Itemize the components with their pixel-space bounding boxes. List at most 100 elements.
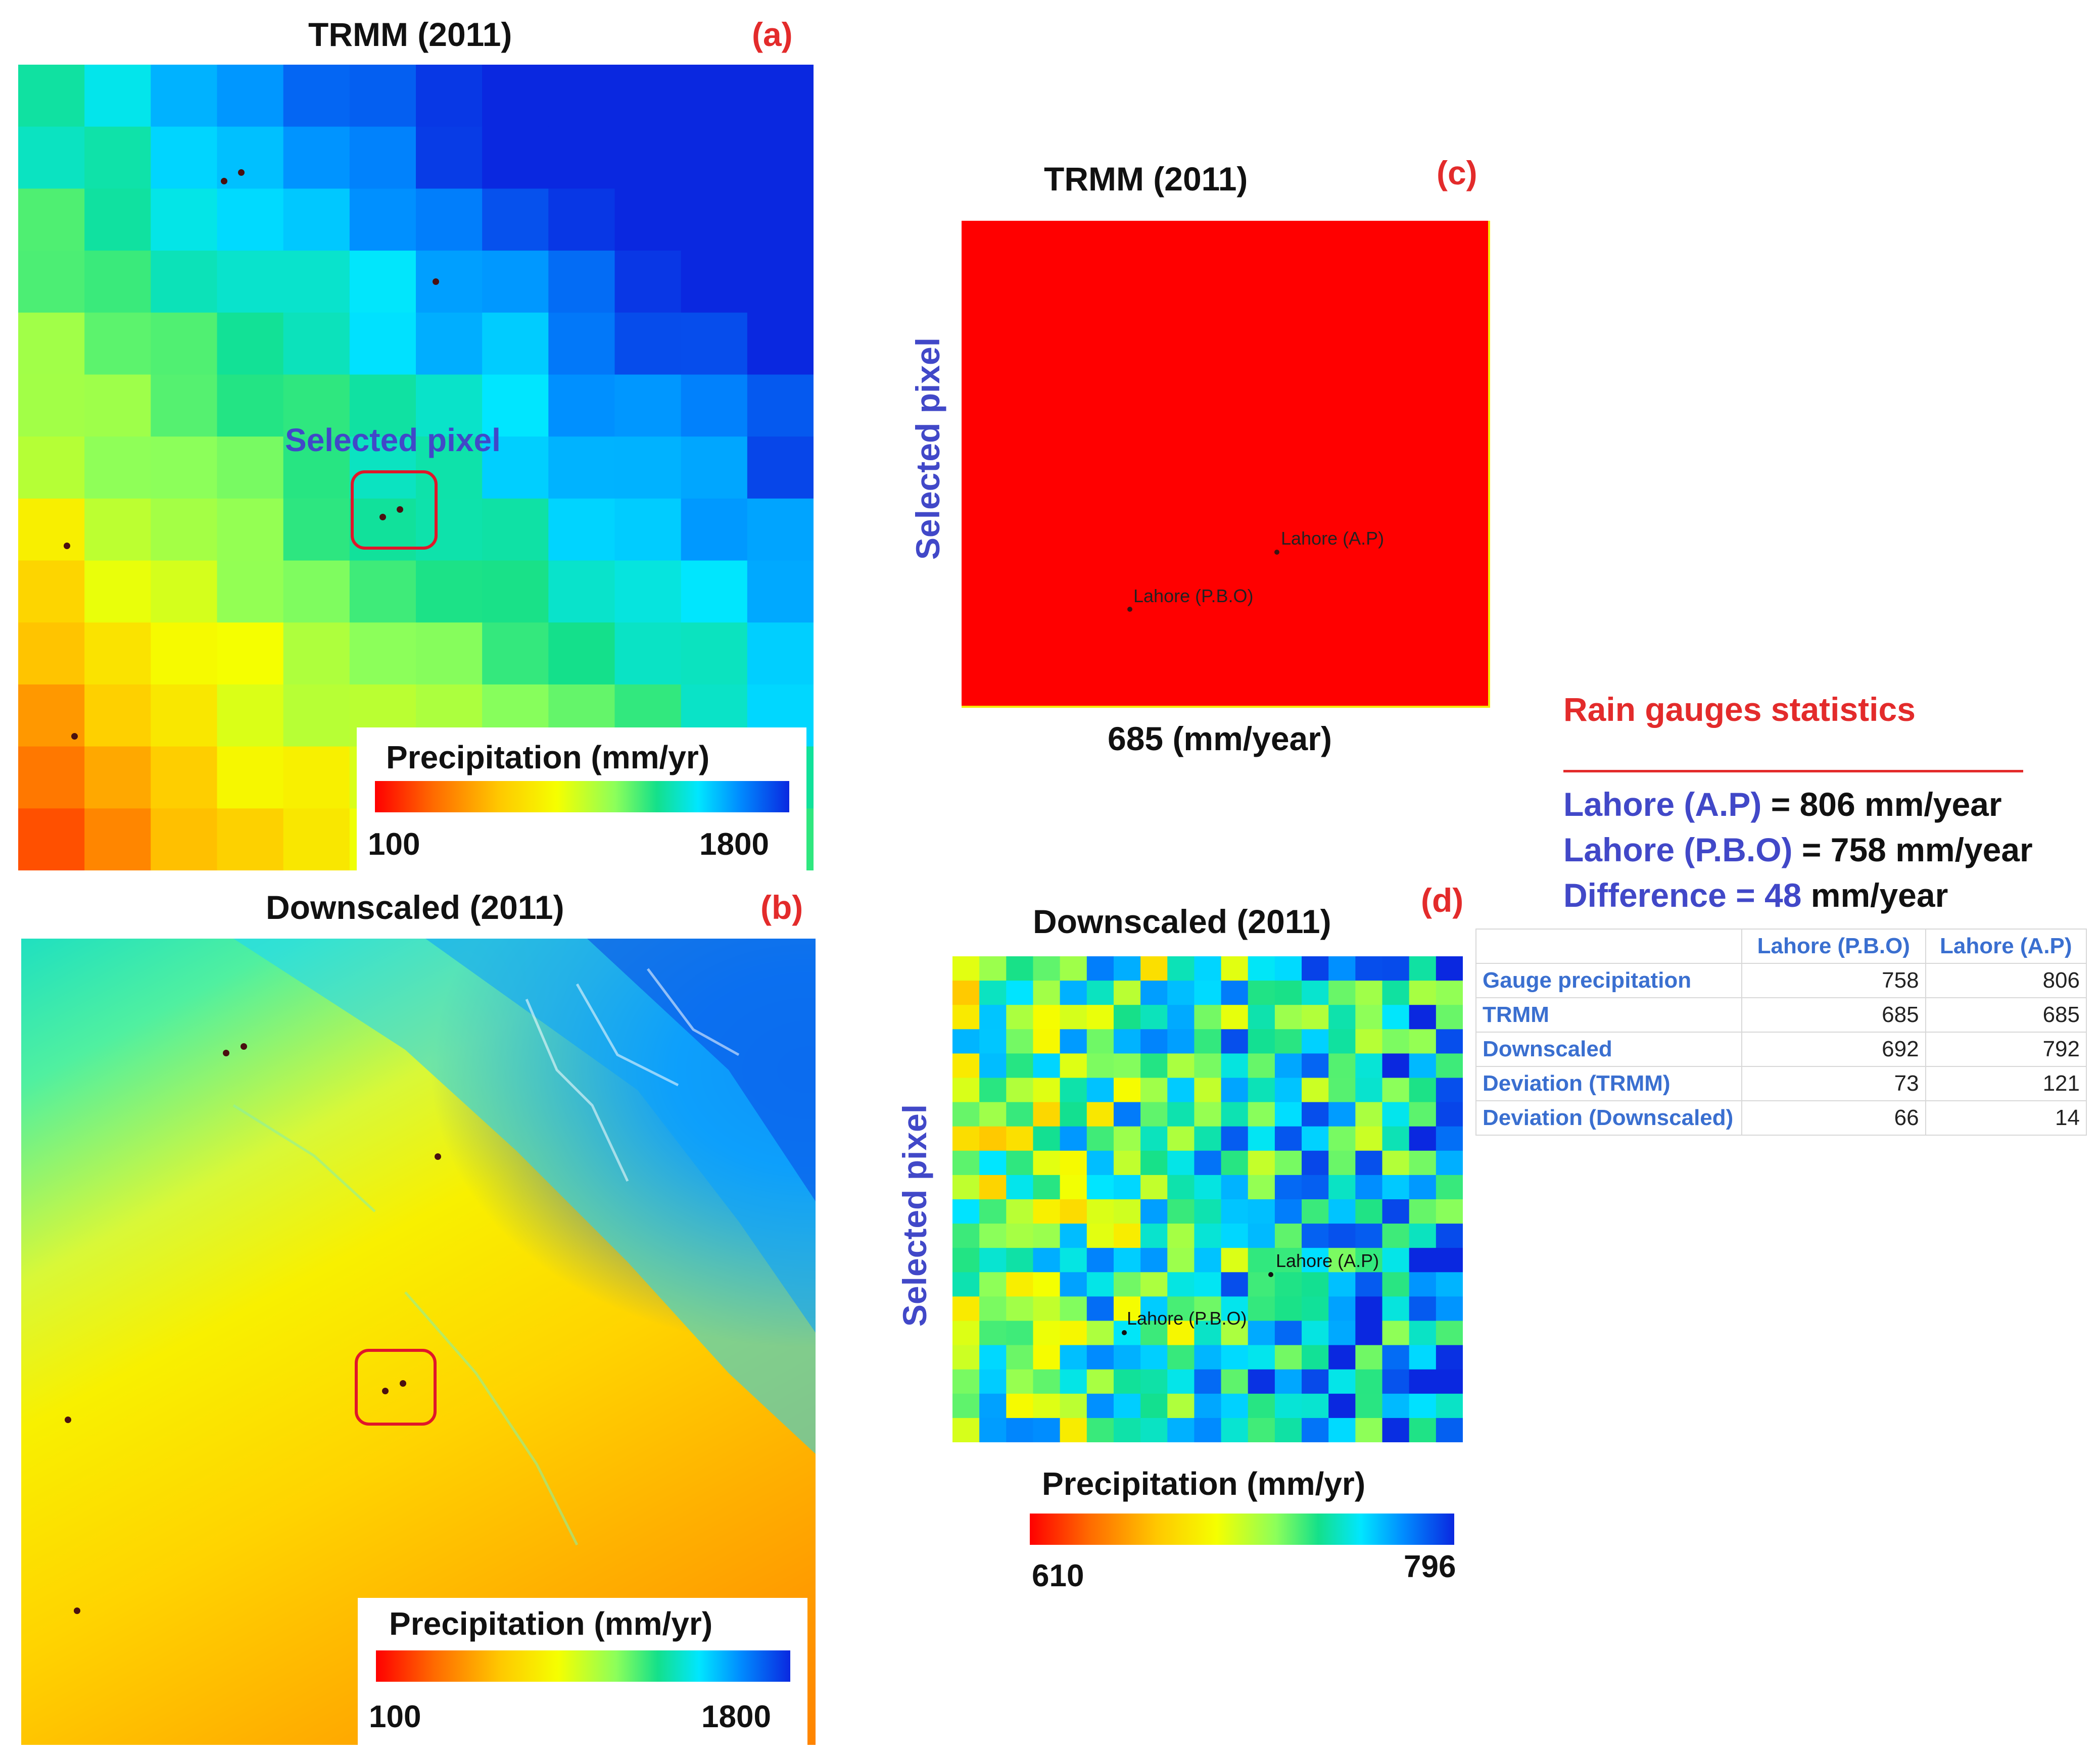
raster-cell (1355, 956, 1383, 981)
raster-cell (1113, 1078, 1141, 1103)
cell-ap: 121 (1925, 1066, 2087, 1101)
raster-cell (979, 1175, 1007, 1200)
raster-cell (1086, 1224, 1114, 1248)
raster-cell (1355, 1005, 1383, 1030)
raster-cell (416, 498, 483, 561)
raster-cell (1113, 1321, 1141, 1346)
raster-cell (1221, 1150, 1249, 1176)
raster-cell (151, 684, 218, 747)
raster-cell (1033, 1369, 1061, 1394)
raster-cell (1248, 1005, 1275, 1030)
panel-c-pixel-value: 685 (mm/year) (1108, 720, 1332, 757)
raster-cell (1221, 1321, 1249, 1346)
raster-cell (1409, 956, 1437, 981)
raster-cell (1302, 1369, 1329, 1394)
raster-cell (18, 746, 85, 809)
legend-color-ramp (1030, 1514, 1454, 1545)
raster-cell (217, 126, 284, 189)
raster-cell (1167, 1199, 1195, 1224)
raster-cell (979, 1393, 1007, 1419)
header-pbo: Lahore (P.B.O) (1741, 929, 1926, 964)
raster-cell (1274, 1078, 1302, 1103)
rain-gauge-marker (71, 733, 78, 740)
panel-a-map: Selected pixel Precipitation (mm/yr) 100… (18, 65, 814, 870)
raster-cell (1221, 1175, 1249, 1200)
raster-cell (1274, 956, 1302, 981)
row-label: TRMM (1475, 997, 1742, 1033)
table-row: Deviation (TRMM) 73 121 (1475, 1066, 2087, 1101)
raster-cell (1248, 1102, 1275, 1127)
raster-cell (1006, 1296, 1034, 1322)
raster-cell (482, 312, 549, 375)
raster-cell (979, 1005, 1007, 1030)
raster-cell (1140, 1102, 1168, 1127)
raster-cell (18, 188, 85, 251)
raster-cell (1248, 1199, 1275, 1224)
rain-gauge-marker (433, 278, 439, 285)
raster-cell (349, 374, 416, 437)
stats-table: Lahore (P.B.O) Lahore (A.P) Gauge precip… (1475, 929, 2087, 1136)
raster-cell (747, 251, 814, 313)
raster-cell (1140, 1393, 1168, 1419)
raster-cell (979, 1053, 1007, 1079)
raster-cell (1274, 1393, 1302, 1419)
raster-cell (681, 374, 748, 437)
raster-cell (1086, 1029, 1114, 1054)
raster-cell (1436, 1005, 1463, 1030)
raster-cell (1409, 1126, 1437, 1151)
stats-line-name: Difference = 48 (1563, 876, 1802, 914)
legend-min: 100 (368, 827, 420, 862)
raster-cell (1033, 1126, 1061, 1151)
raster-cell (349, 498, 416, 561)
raster-cell (1302, 956, 1329, 981)
panel-c-label: (c) (1437, 154, 1477, 191)
raster-cell (1248, 1078, 1275, 1103)
gauge-lahore-pbo (1122, 1330, 1127, 1335)
raster-cell (979, 1078, 1007, 1103)
raster-cell (979, 1321, 1007, 1346)
raster-cell (952, 981, 980, 1005)
raster-cell (614, 498, 682, 561)
raster-cell (1436, 1321, 1463, 1346)
raster-cell (1436, 1393, 1463, 1419)
raster-cell (1248, 1345, 1275, 1370)
raster-cell (1328, 1248, 1356, 1273)
raster-cell (18, 808, 85, 870)
raster-cell (979, 1199, 1007, 1224)
raster-cell (681, 188, 748, 251)
raster-cell (1086, 1345, 1114, 1370)
raster-cell (1086, 1053, 1114, 1079)
raster-cell (614, 188, 682, 251)
raster-cell (1033, 1393, 1061, 1419)
raster-cell (1248, 1321, 1275, 1346)
raster-cell (151, 374, 218, 437)
raster-cell (1113, 1126, 1141, 1151)
raster-cell (1033, 1005, 1061, 1030)
raster-cell (1167, 1078, 1195, 1103)
legend-min: 610 (1032, 1558, 1084, 1593)
raster-cell (681, 560, 748, 623)
selected-pixel-box (355, 1349, 437, 1426)
raster-cell (151, 188, 218, 251)
raster-cell (1194, 1175, 1222, 1200)
raster-cell (1355, 1224, 1383, 1248)
rain-gauge-marker (221, 178, 227, 184)
raster-cell (283, 374, 350, 437)
raster-cell (1436, 1199, 1463, 1224)
raster-cell (548, 622, 615, 685)
raster-cell (1355, 1175, 1383, 1200)
raster-cell (548, 436, 615, 499)
raster-cell (84, 126, 151, 189)
raster-cell (151, 808, 218, 870)
raster-cell (482, 126, 549, 189)
raster-cell (548, 560, 615, 623)
raster-cell (1221, 1248, 1249, 1273)
raster-cell (1194, 956, 1222, 981)
legend-title: Precipitation (mm/yr) (1042, 1466, 1366, 1502)
raster-cell (1248, 1296, 1275, 1322)
raster-cell (1140, 1150, 1168, 1176)
raster-cell (1113, 1224, 1141, 1248)
panel-d-legend: Precipitation (mm/yr) 610 796 (1026, 1460, 1481, 1606)
raster-cell (1436, 1126, 1463, 1151)
raster-cell (952, 1224, 980, 1248)
